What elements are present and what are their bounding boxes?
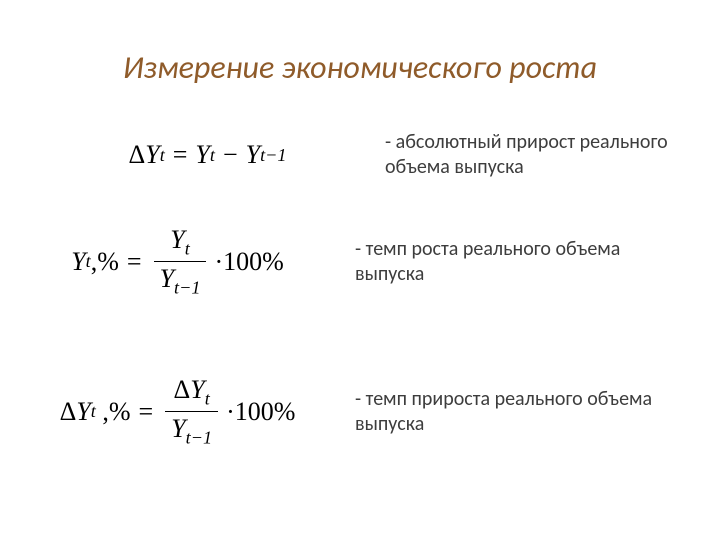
equals-icon: =: [127, 247, 142, 277]
f2-pct-label: ,%: [91, 247, 119, 277]
desc-2: - темп роста реального объема выпуска: [355, 237, 720, 287]
f1-min-sub: t: [210, 145, 215, 166]
f3-den-var: Y: [171, 414, 185, 443]
f3-times: ·100%: [226, 397, 295, 427]
equals-icon: =: [173, 140, 188, 170]
equation-row-2: Yt,% = Yt Yt−1 ·100% - темп роста реальн…: [0, 225, 720, 299]
formula-3: ΔYt ,% = ΔYt Yt−1 ·100%: [0, 375, 355, 449]
equation-row-3: ΔYt ,% = ΔYt Yt−1 ·100% - темп прироста …: [0, 375, 720, 449]
f1-subtr-var: Y: [246, 140, 260, 170]
f1-delta: Δ: [128, 140, 145, 170]
equation-row-1: ΔYt = Yt − Yt−1 - абсолютный прирост реа…: [0, 130, 720, 180]
f3-lhs-var: Y: [76, 397, 90, 427]
f1-var: Y: [145, 140, 159, 170]
slide: Измерение экономического роста ΔYt = Yt …: [0, 0, 720, 540]
desc-3: - темп прироста реального объема выпуска: [355, 387, 720, 437]
f2-den-sub: t−1: [174, 278, 200, 298]
f3-delta: Δ: [60, 397, 77, 427]
desc-1: - абсолютный прирост реального объема вы…: [385, 130, 720, 180]
equals-icon: =: [139, 397, 154, 427]
f3-num-delta: Δ: [174, 375, 191, 404]
f2-num-var: Y: [170, 225, 184, 254]
f1-sub: t: [160, 145, 165, 166]
f2-den-var: Y: [160, 264, 174, 293]
f1-min-var: Y: [195, 140, 209, 170]
f1-subtr-sub: t−1: [260, 145, 286, 166]
formula-1: ΔYt = Yt − Yt−1: [0, 140, 385, 170]
minus-icon: −: [223, 140, 238, 170]
f3-num-var: Y: [190, 375, 204, 404]
fraction-icon: Yt Yt−1: [154, 225, 207, 299]
page-title: Измерение экономического роста: [0, 48, 720, 87]
f3-den-sub: t−1: [186, 428, 212, 448]
f2-lhs-var: Y: [71, 247, 85, 277]
f3-pct-label: ,%: [96, 397, 131, 427]
f3-num-sub: t: [205, 388, 210, 408]
f2-times: ·100%: [214, 247, 283, 277]
formula-2: Yt,% = Yt Yt−1 ·100%: [0, 225, 355, 299]
fraction-icon: ΔYt Yt−1: [165, 375, 218, 449]
f2-num-sub: t: [185, 238, 190, 258]
